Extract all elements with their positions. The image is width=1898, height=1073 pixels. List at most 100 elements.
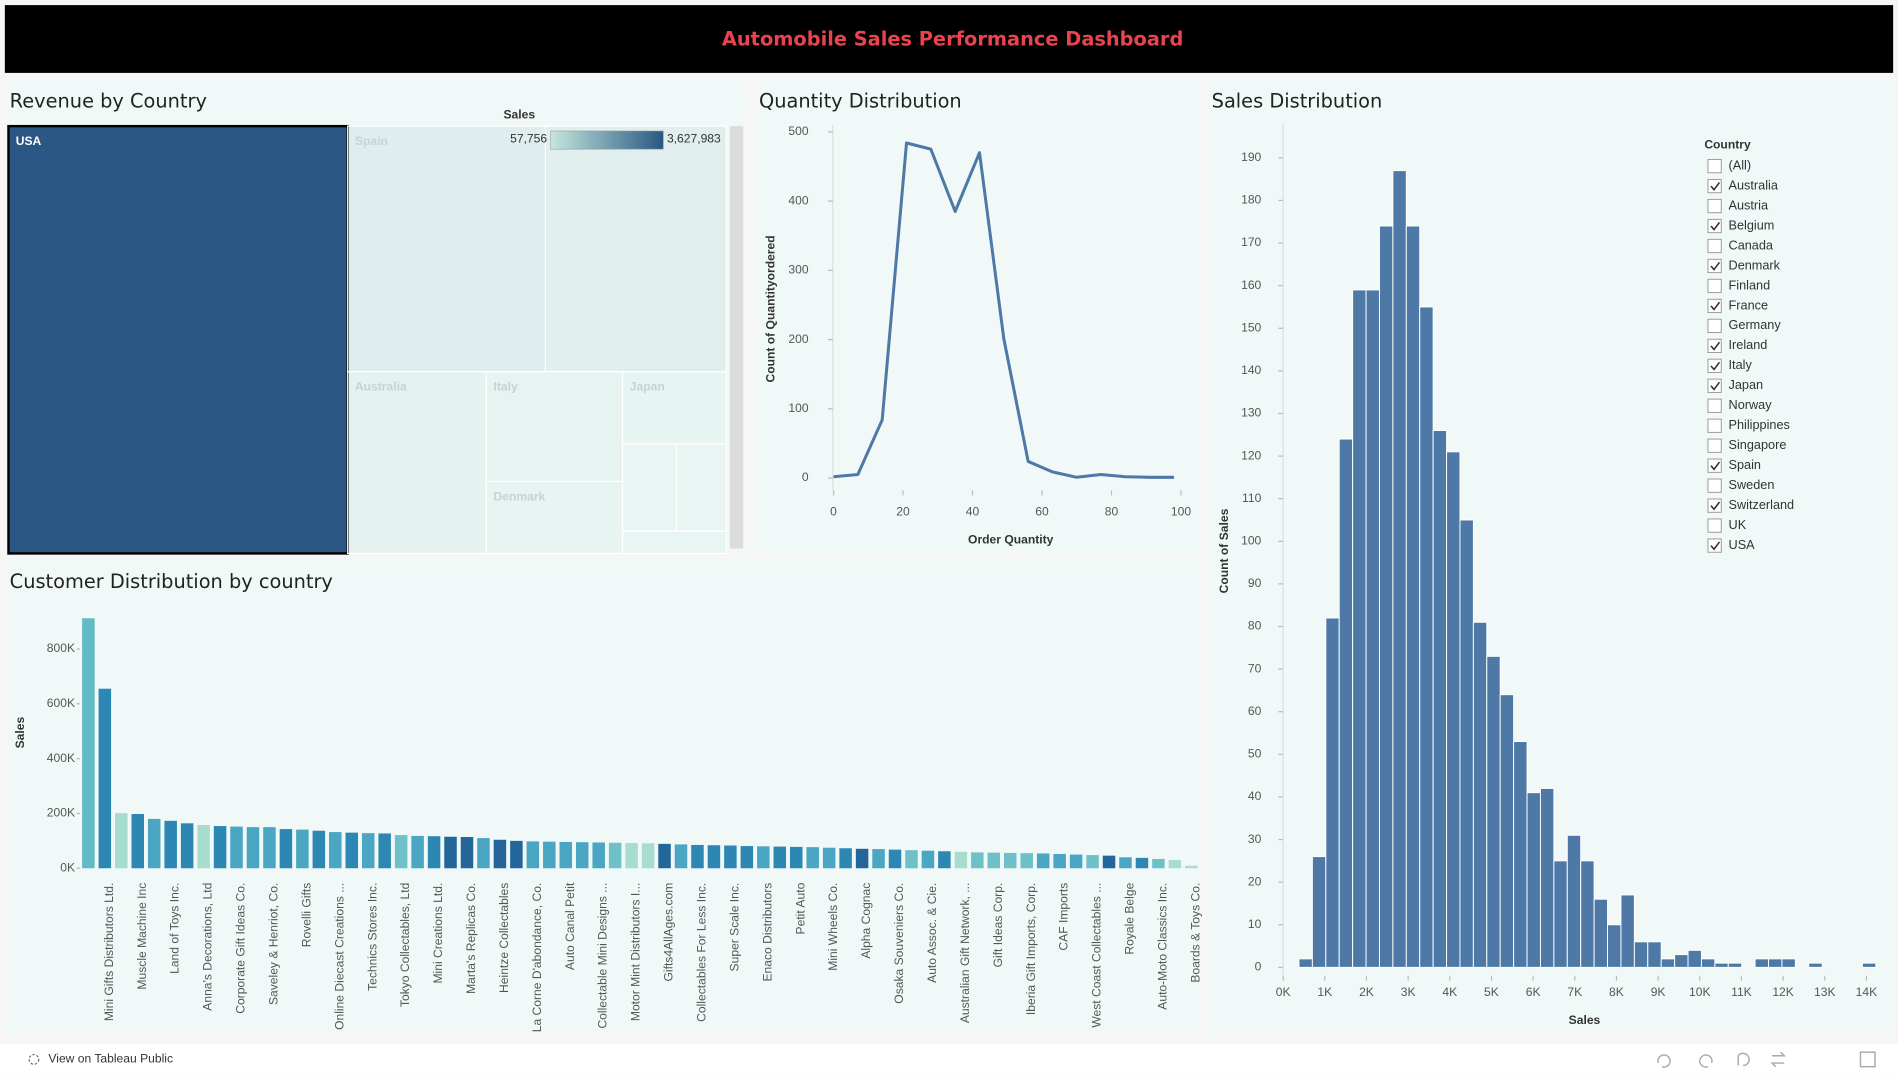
color-legend	[550, 130, 664, 150]
checkmark	[1710, 461, 1721, 471]
filter-item[interactable]: Belgium	[1729, 218, 1775, 232]
y-tick-label: 180	[1241, 193, 1261, 207]
filter-item[interactable]: Spain	[1729, 458, 1761, 472]
bar	[1102, 855, 1116, 869]
bar	[987, 852, 1001, 869]
checkbox[interactable]	[1707, 198, 1722, 214]
treemap-cell	[485, 480, 624, 555]
x-tick-label: Super Scale Inc.	[727, 883, 741, 972]
filter-item[interactable]: Sweden	[1729, 478, 1775, 492]
panel	[755, 80, 1200, 555]
refresh-icon[interactable]	[1770, 1051, 1786, 1068]
histogram-bar	[1325, 617, 1340, 968]
y-tick-label: 600K	[47, 696, 75, 710]
y-tick-label: 90	[1248, 576, 1262, 590]
histogram-bar	[1513, 741, 1528, 968]
treemap-cell	[347, 125, 547, 373]
panel-title: Quantity Distribution	[759, 89, 962, 112]
checkbox[interactable]	[1707, 178, 1722, 194]
checkbox[interactable]	[1707, 498, 1722, 513]
filter-item[interactable]: Denmark	[1729, 258, 1781, 272]
y-tick-label: 200K	[47, 806, 75, 820]
filter-item[interactable]: UK	[1729, 518, 1747, 532]
filter-item[interactable]: Italy	[1729, 358, 1753, 372]
histogram-bar	[1714, 962, 1729, 968]
checkbox[interactable]	[1707, 478, 1722, 493]
y-tick-label: 400K	[47, 751, 75, 765]
filter-item[interactable]: France	[1729, 298, 1768, 312]
treemap-label: Spain	[355, 134, 388, 148]
checkbox[interactable]	[1707, 238, 1722, 254]
checkmark	[1710, 261, 1721, 271]
filter-item[interactable]: Japan	[1729, 378, 1764, 392]
x-tick-label: Rovelli Gifts	[299, 883, 313, 948]
x-tick-label: Heintze Collectables	[497, 883, 511, 993]
footer-link[interactable]: View on Tableau Public	[48, 1052, 173, 1066]
checkbox[interactable]	[1707, 458, 1722, 473]
checkbox[interactable]	[1707, 158, 1722, 174]
checkbox[interactable]	[1707, 418, 1722, 433]
histogram-bar	[1446, 451, 1461, 968]
checkbox[interactable]	[1707, 438, 1722, 453]
bar	[608, 842, 622, 869]
checkbox[interactable]	[1707, 218, 1722, 234]
x-tick-label: Collectables For Less Inc.	[695, 883, 709, 1022]
checkmark	[1710, 381, 1721, 391]
treemap-cell	[621, 443, 678, 532]
x-tick-label: Royale Belge	[1123, 882, 1137, 954]
x-tick-label: 3K	[1401, 985, 1416, 999]
x-tick-label: Mini Creations Ltd.	[431, 883, 445, 984]
checkbox[interactable]	[1707, 338, 1722, 353]
filter-item[interactable]: Australia	[1729, 178, 1779, 192]
histogram-bar	[1419, 306, 1434, 968]
checkbox[interactable]	[1707, 538, 1722, 553]
x-tick-label: Petit Auto	[793, 882, 807, 934]
revert-icon[interactable]	[1737, 1052, 1750, 1067]
redo-icon[interactable]	[1699, 1054, 1713, 1068]
filter-item[interactable]: Canada	[1729, 238, 1774, 252]
filter-item[interactable]: USA	[1729, 538, 1756, 552]
checkbox[interactable]	[1707, 518, 1722, 533]
checkbox[interactable]	[1707, 358, 1722, 373]
bar	[575, 842, 589, 869]
checkbox[interactable]	[1707, 398, 1722, 413]
x-tick-label: Online Diecast Creations ...	[332, 883, 346, 1030]
histogram-bar	[1754, 958, 1770, 968]
treemap-label: Japan	[630, 380, 665, 394]
fullscreen-icon[interactable]	[1859, 1051, 1876, 1068]
checkbox[interactable]	[1707, 278, 1722, 294]
filter-item[interactable]: Finland	[1729, 278, 1771, 292]
bar	[345, 832, 359, 869]
x-tick-label: Gifts4AllAges.com	[662, 883, 676, 982]
x-tick-label: 0K	[1276, 985, 1291, 999]
filter-item[interactable]: Austria	[1729, 198, 1769, 212]
filter-item[interactable]: Switzerland	[1729, 498, 1795, 512]
filter-item[interactable]: Norway	[1729, 398, 1773, 412]
bar	[855, 848, 869, 869]
checkmark	[1710, 541, 1721, 551]
filter-item[interactable]: Philippines	[1729, 418, 1790, 432]
histogram-bar	[1392, 170, 1407, 968]
bar	[1086, 855, 1099, 869]
y-tick-label: 150	[1241, 320, 1261, 334]
undo-icon[interactable]	[1657, 1054, 1671, 1068]
histogram-bar	[1311, 856, 1327, 968]
histogram-bar	[1687, 949, 1702, 968]
x-tick-label: Auto-Moto Classics Inc.	[1155, 883, 1169, 1010]
line-series	[833, 141, 1175, 479]
checkbox[interactable]	[1707, 258, 1722, 274]
checkbox[interactable]	[1707, 318, 1722, 334]
filter-item[interactable]: Germany	[1729, 318, 1782, 332]
filter-item[interactable]: (All)	[1729, 158, 1752, 172]
checkbox[interactable]	[1707, 298, 1722, 314]
y-tick-label: 800K	[47, 641, 75, 655]
bar	[757, 846, 770, 869]
treemap-label: USA	[16, 134, 42, 148]
scrollbar[interactable]	[729, 126, 744, 549]
checkbox[interactable]	[1707, 378, 1722, 393]
x-tick-label: Auto Assoc. & Cie.	[925, 883, 939, 983]
filter-item[interactable]: Ireland	[1729, 338, 1768, 352]
filter-item[interactable]: Singapore	[1729, 438, 1787, 452]
histogram-bar	[1365, 289, 1380, 968]
bar	[329, 832, 342, 869]
